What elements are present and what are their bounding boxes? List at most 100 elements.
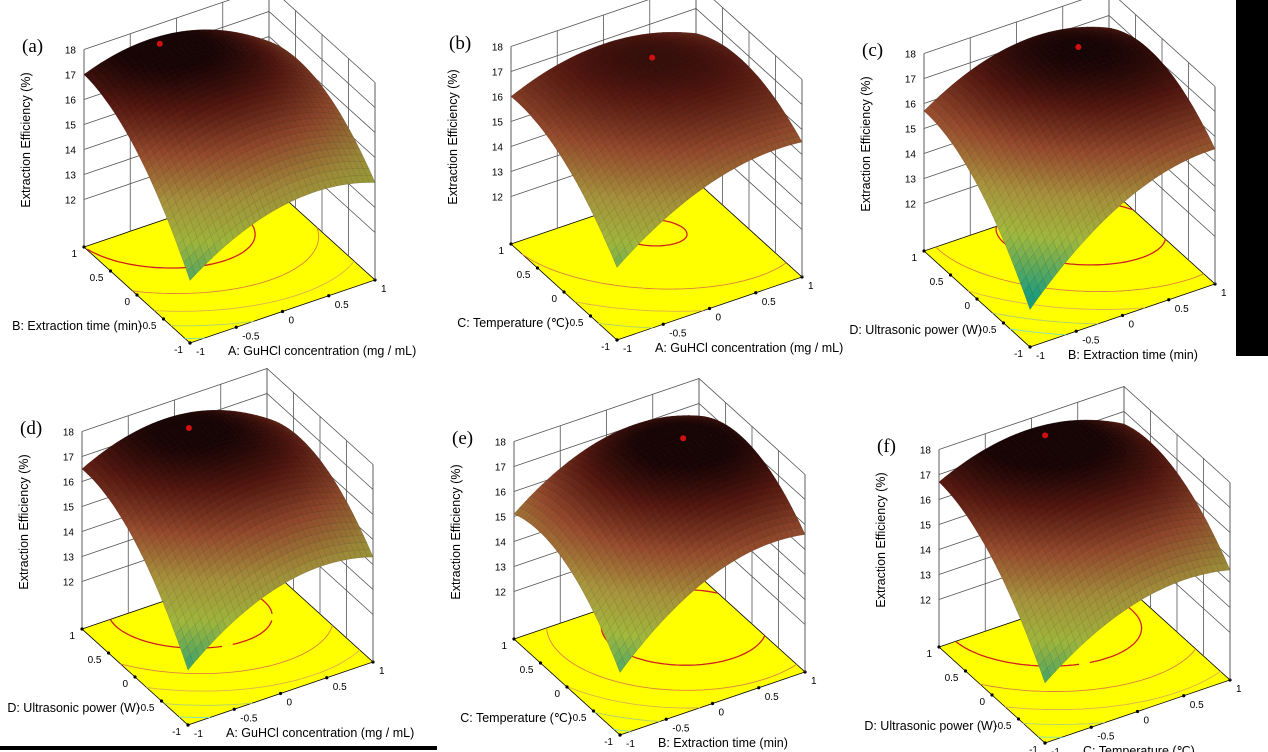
x-tick-label: -0.5 bbox=[1082, 335, 1100, 346]
z-tick-label: 18 bbox=[492, 43, 504, 54]
x-tick-label: 0.5 bbox=[335, 300, 349, 311]
panel-label: (b) bbox=[449, 33, 471, 54]
z-tick-label: 12 bbox=[65, 196, 77, 207]
y-tick-mark bbox=[133, 675, 137, 679]
y-tick-mark bbox=[512, 637, 516, 641]
x-tick-label: -0.5 bbox=[242, 331, 260, 342]
x-tick-mark bbox=[1074, 329, 1078, 333]
x-axis-label: A: GuHCl concentration (mg / mL) bbox=[655, 341, 843, 355]
y-tick-label: 0.5 bbox=[90, 273, 104, 284]
y-tick-label: 1 bbox=[498, 246, 504, 257]
z-tick-label: 15 bbox=[65, 121, 77, 132]
z-tick-label: 15 bbox=[905, 125, 917, 136]
z-tick-label: 16 bbox=[63, 478, 75, 489]
y-axis-label: B: Extraction time (min) bbox=[12, 319, 142, 333]
design-point-marker bbox=[185, 425, 192, 432]
surface-panel: (c) Extraction Efficiency (%) D: Ultrasoni… bbox=[849, 0, 1227, 362]
z-axis-label: Extraction Efficiency (%) bbox=[859, 76, 873, 211]
y-tick-mark bbox=[975, 297, 979, 301]
y-tick-mark bbox=[588, 314, 593, 318]
y-tick-mark bbox=[135, 293, 139, 297]
y-axis-label: D: Ultrasonic power (W) bbox=[7, 701, 140, 715]
x-tick-label: 0.5 bbox=[1175, 304, 1189, 315]
x-tick-label: 1 bbox=[1221, 288, 1227, 299]
x-axis-label: A: GuHCl concentration (mg / mL) bbox=[226, 726, 414, 740]
x-tick-mark bbox=[664, 717, 668, 721]
x-tick-label: -1 bbox=[1036, 351, 1045, 362]
y-tick-mark bbox=[186, 723, 190, 727]
z-tick-label: 17 bbox=[65, 71, 77, 82]
z-tick-label: 13 bbox=[63, 553, 75, 564]
y-tick-label: 0.5 bbox=[930, 277, 944, 288]
x-tick-label: 1 bbox=[379, 666, 385, 677]
z-tick-label: 18 bbox=[63, 428, 75, 439]
y-tick-mark bbox=[188, 341, 192, 345]
y-tick-mark bbox=[565, 685, 569, 689]
z-tick-label: 12 bbox=[905, 200, 917, 211]
y-tick-label: 0 bbox=[124, 297, 130, 308]
design-point-marker bbox=[649, 54, 656, 61]
z-tick-label: 14 bbox=[65, 146, 77, 157]
y-tick-label: -1 bbox=[601, 342, 610, 353]
floor-contour-line bbox=[170, 321, 254, 327]
y-tick-mark bbox=[922, 249, 926, 253]
surface-panel: (a)Extraction Efficiency (%)B: Extractio… bbox=[12, 0, 416, 358]
z-axis-label: Extraction Efficiency (%) bbox=[17, 454, 31, 589]
y-tick-label: -1 bbox=[172, 727, 181, 738]
surface-panel: (b)Extraction Efficiency (%)C: Temperatu… bbox=[446, 0, 843, 355]
x-tick-label: 0.5 bbox=[333, 682, 347, 693]
y-tick-label: 1 bbox=[71, 249, 77, 260]
x-tick-mark bbox=[757, 686, 761, 690]
y-tick-mark bbox=[1001, 321, 1006, 325]
x-tick-mark bbox=[232, 707, 236, 711]
x-tick-mark bbox=[1120, 313, 1125, 318]
floor-contour-line bbox=[154, 260, 355, 312]
y-tick-label: -1 bbox=[174, 345, 183, 356]
surface-panel: (e)Extraction Efficiency (%)C: Temperatu… bbox=[449, 378, 817, 750]
y-tick-mark bbox=[1028, 345, 1032, 349]
x-tick-label: -1 bbox=[196, 347, 205, 358]
z-tick-label: 14 bbox=[492, 143, 504, 154]
y-tick-mark bbox=[615, 338, 619, 342]
z-tick-label: 17 bbox=[63, 453, 75, 464]
y-tick-label: -0.5 bbox=[139, 321, 157, 332]
x-tick-mark bbox=[710, 701, 715, 706]
z-tick-label: 17 bbox=[492, 68, 504, 79]
z-tick-label: 15 bbox=[63, 503, 75, 514]
x-axis-label: B: Extraction time (min) bbox=[1068, 348, 1198, 362]
y-axis-label: C: Temperature (℃) bbox=[457, 316, 569, 330]
x-tick-mark bbox=[661, 322, 665, 326]
x-tick-label: -0.5 bbox=[669, 328, 687, 339]
panel-label: (a) bbox=[22, 36, 43, 57]
y-tick-label: -1 bbox=[1014, 349, 1023, 360]
y-tick-label: 0.5 bbox=[517, 270, 531, 281]
x-tick-label: -0.5 bbox=[240, 713, 258, 724]
y-tick-mark bbox=[538, 661, 543, 665]
design-point-marker bbox=[1075, 44, 1082, 51]
panel-label: (c) bbox=[862, 40, 883, 61]
x-tick-mark bbox=[278, 691, 283, 696]
z-tick-label: 18 bbox=[65, 46, 77, 57]
y-tick-label: 0.5 bbox=[88, 655, 102, 666]
z-tick-label: 12 bbox=[63, 578, 75, 589]
y-tick-mark bbox=[106, 651, 111, 655]
x-tick-label: 0.5 bbox=[762, 297, 776, 308]
y-tick-mark bbox=[108, 269, 113, 273]
x-tick-mark bbox=[327, 294, 331, 298]
z-tick-label: 12 bbox=[492, 193, 504, 204]
x-tick-label: -1 bbox=[194, 729, 203, 740]
y-tick-label: -0.5 bbox=[137, 703, 155, 714]
z-tick-label: 16 bbox=[905, 100, 917, 111]
z-tick-label: 13 bbox=[492, 168, 504, 179]
y-tick-label: -0.5 bbox=[566, 318, 584, 329]
x-tick-mark bbox=[707, 306, 712, 311]
y-tick-label: 0 bbox=[122, 679, 128, 690]
z-tick-label: 16 bbox=[65, 96, 77, 107]
z-tick-label: 14 bbox=[905, 150, 917, 161]
y-tick-mark bbox=[562, 290, 566, 294]
x-tick-mark bbox=[754, 291, 758, 295]
y-tick-label: 1 bbox=[911, 253, 917, 264]
y-axis-label: D: Ultrasonic power (W) bbox=[849, 323, 982, 337]
x-tick-label: -1 bbox=[623, 344, 632, 355]
